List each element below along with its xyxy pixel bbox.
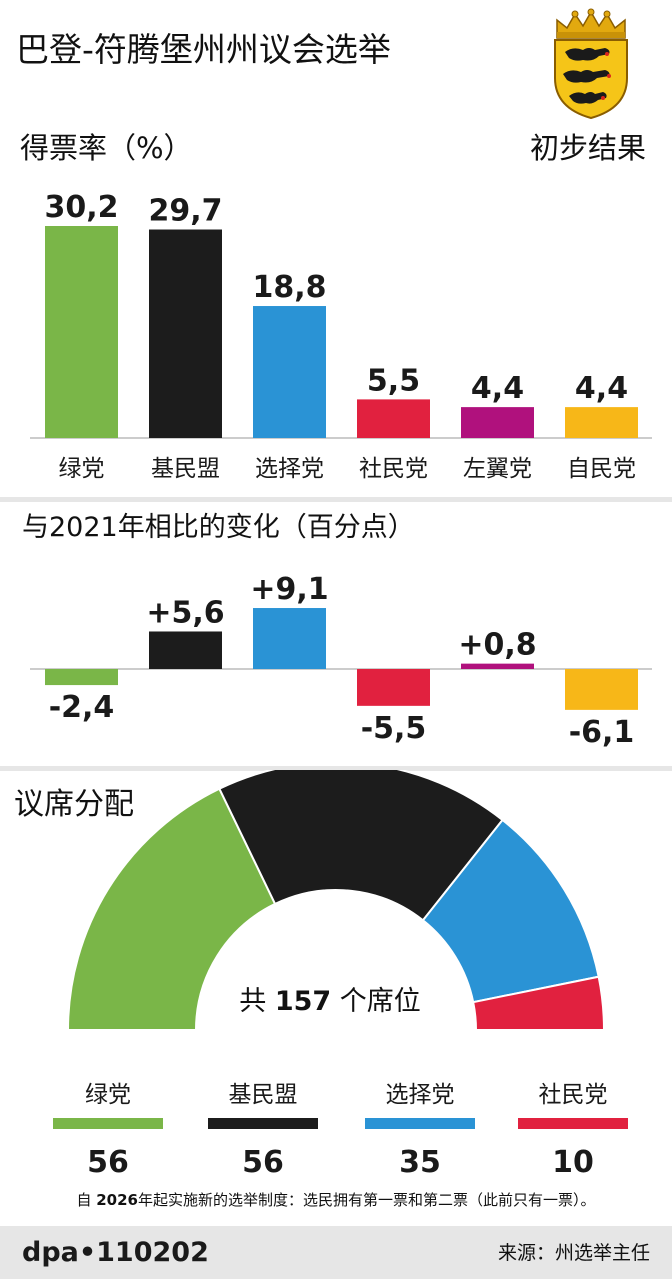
- divider: [0, 766, 672, 771]
- legend-label: 社民党: [539, 1082, 608, 1108]
- seats-chart-title: 议席分配: [14, 787, 134, 822]
- agency-id: dpa•110202: [22, 1237, 209, 1268]
- bar: [149, 229, 222, 438]
- coat-of-arms-icon: [554, 8, 628, 120]
- total-seats-number: 157: [274, 986, 332, 1017]
- data-label: 4,4: [471, 371, 524, 406]
- vote-share-chart: 30,2 绿党 29,7 基民盟 18,8 选择党 5,5 社民党 4,4 左翼党 4,4 自民党: [30, 190, 652, 482]
- bar: [565, 669, 638, 710]
- data-label: -6,1: [569, 715, 635, 750]
- data-label: 4,4: [575, 371, 628, 406]
- divider: [0, 497, 672, 502]
- chart-subtitle: 得票率（%）: [20, 131, 193, 165]
- category-label: 左翼党: [463, 456, 532, 482]
- data-label: +5,6: [146, 595, 224, 630]
- data-label: 30,2: [44, 190, 118, 225]
- bar: [357, 669, 430, 706]
- bar: [565, 407, 638, 438]
- data-label: 29,7: [148, 194, 222, 229]
- category-label: 基民盟: [151, 456, 220, 482]
- bar: [357, 399, 430, 438]
- footnote-text: 年起实施新的选举制度：选民拥有第一票和第二票（此前只有一票）。: [138, 1191, 596, 1209]
- seat-count: 35: [399, 1145, 441, 1180]
- category-label: 绿党: [59, 456, 105, 482]
- legend-label: 基民盟: [229, 1082, 298, 1108]
- bar: [461, 663, 534, 669]
- source-label: 来源：州选举主任: [497, 1242, 650, 1264]
- legend-label: 绿党: [85, 1082, 131, 1108]
- total-seats-suffix: 个席位: [339, 986, 421, 1017]
- category-label: 选择党: [255, 456, 324, 482]
- page-title: 巴登-符腾堡州州议会选举: [16, 30, 391, 69]
- category-label: 社民党: [359, 456, 428, 482]
- data-label: +0,8: [458, 628, 536, 663]
- seat-count: 56: [87, 1145, 129, 1180]
- total-seats-prefix: 共: [239, 986, 267, 1017]
- legend-label: 选择党: [386, 1082, 455, 1108]
- seat-segment: [218, 770, 504, 922]
- data-label: 5,5: [367, 363, 420, 398]
- seat-segment: [472, 975, 606, 1031]
- change-chart-title: 与2021年相比的变化（百分点）: [22, 512, 415, 543]
- data-label: -5,5: [361, 711, 427, 746]
- legend-swatch: [208, 1118, 318, 1129]
- data-label: -2,4: [49, 690, 115, 725]
- seat-count: 10: [552, 1145, 594, 1180]
- bar: [461, 407, 534, 438]
- seat-count: 56: [242, 1145, 284, 1180]
- legend-swatch: [53, 1118, 163, 1129]
- legend-swatch: [365, 1118, 475, 1129]
- data-label: +9,1: [250, 572, 328, 607]
- footnote: 自 2026年起实施新的选举制度：选民拥有第一票和第二票（此前只有一票）。: [0, 1189, 672, 1211]
- status-label: 初步结果: [529, 131, 646, 165]
- bar: [45, 226, 118, 438]
- bar: [149, 631, 222, 669]
- legend-swatch: [518, 1118, 628, 1129]
- seat-distribution-chart: 绿党 56 基民盟 56 选择党 35 社民党 10: [53, 770, 628, 1180]
- footer-bar: [0, 1226, 672, 1279]
- seat-segment: [66, 787, 277, 1031]
- category-label: 自民党: [567, 456, 636, 482]
- footnote-year: 2026: [96, 1191, 138, 1209]
- bar: [253, 306, 326, 438]
- change-chart: -2,4 +5,6 +9,1 -5,5 +0,8 -6,1: [30, 572, 652, 750]
- data-label: 18,8: [252, 270, 326, 305]
- total-seats-label: 共 157 个席位: [200, 984, 460, 1020]
- footnote-prefix: 自: [76, 1191, 97, 1209]
- bar: [253, 608, 326, 669]
- bar: [45, 669, 118, 686]
